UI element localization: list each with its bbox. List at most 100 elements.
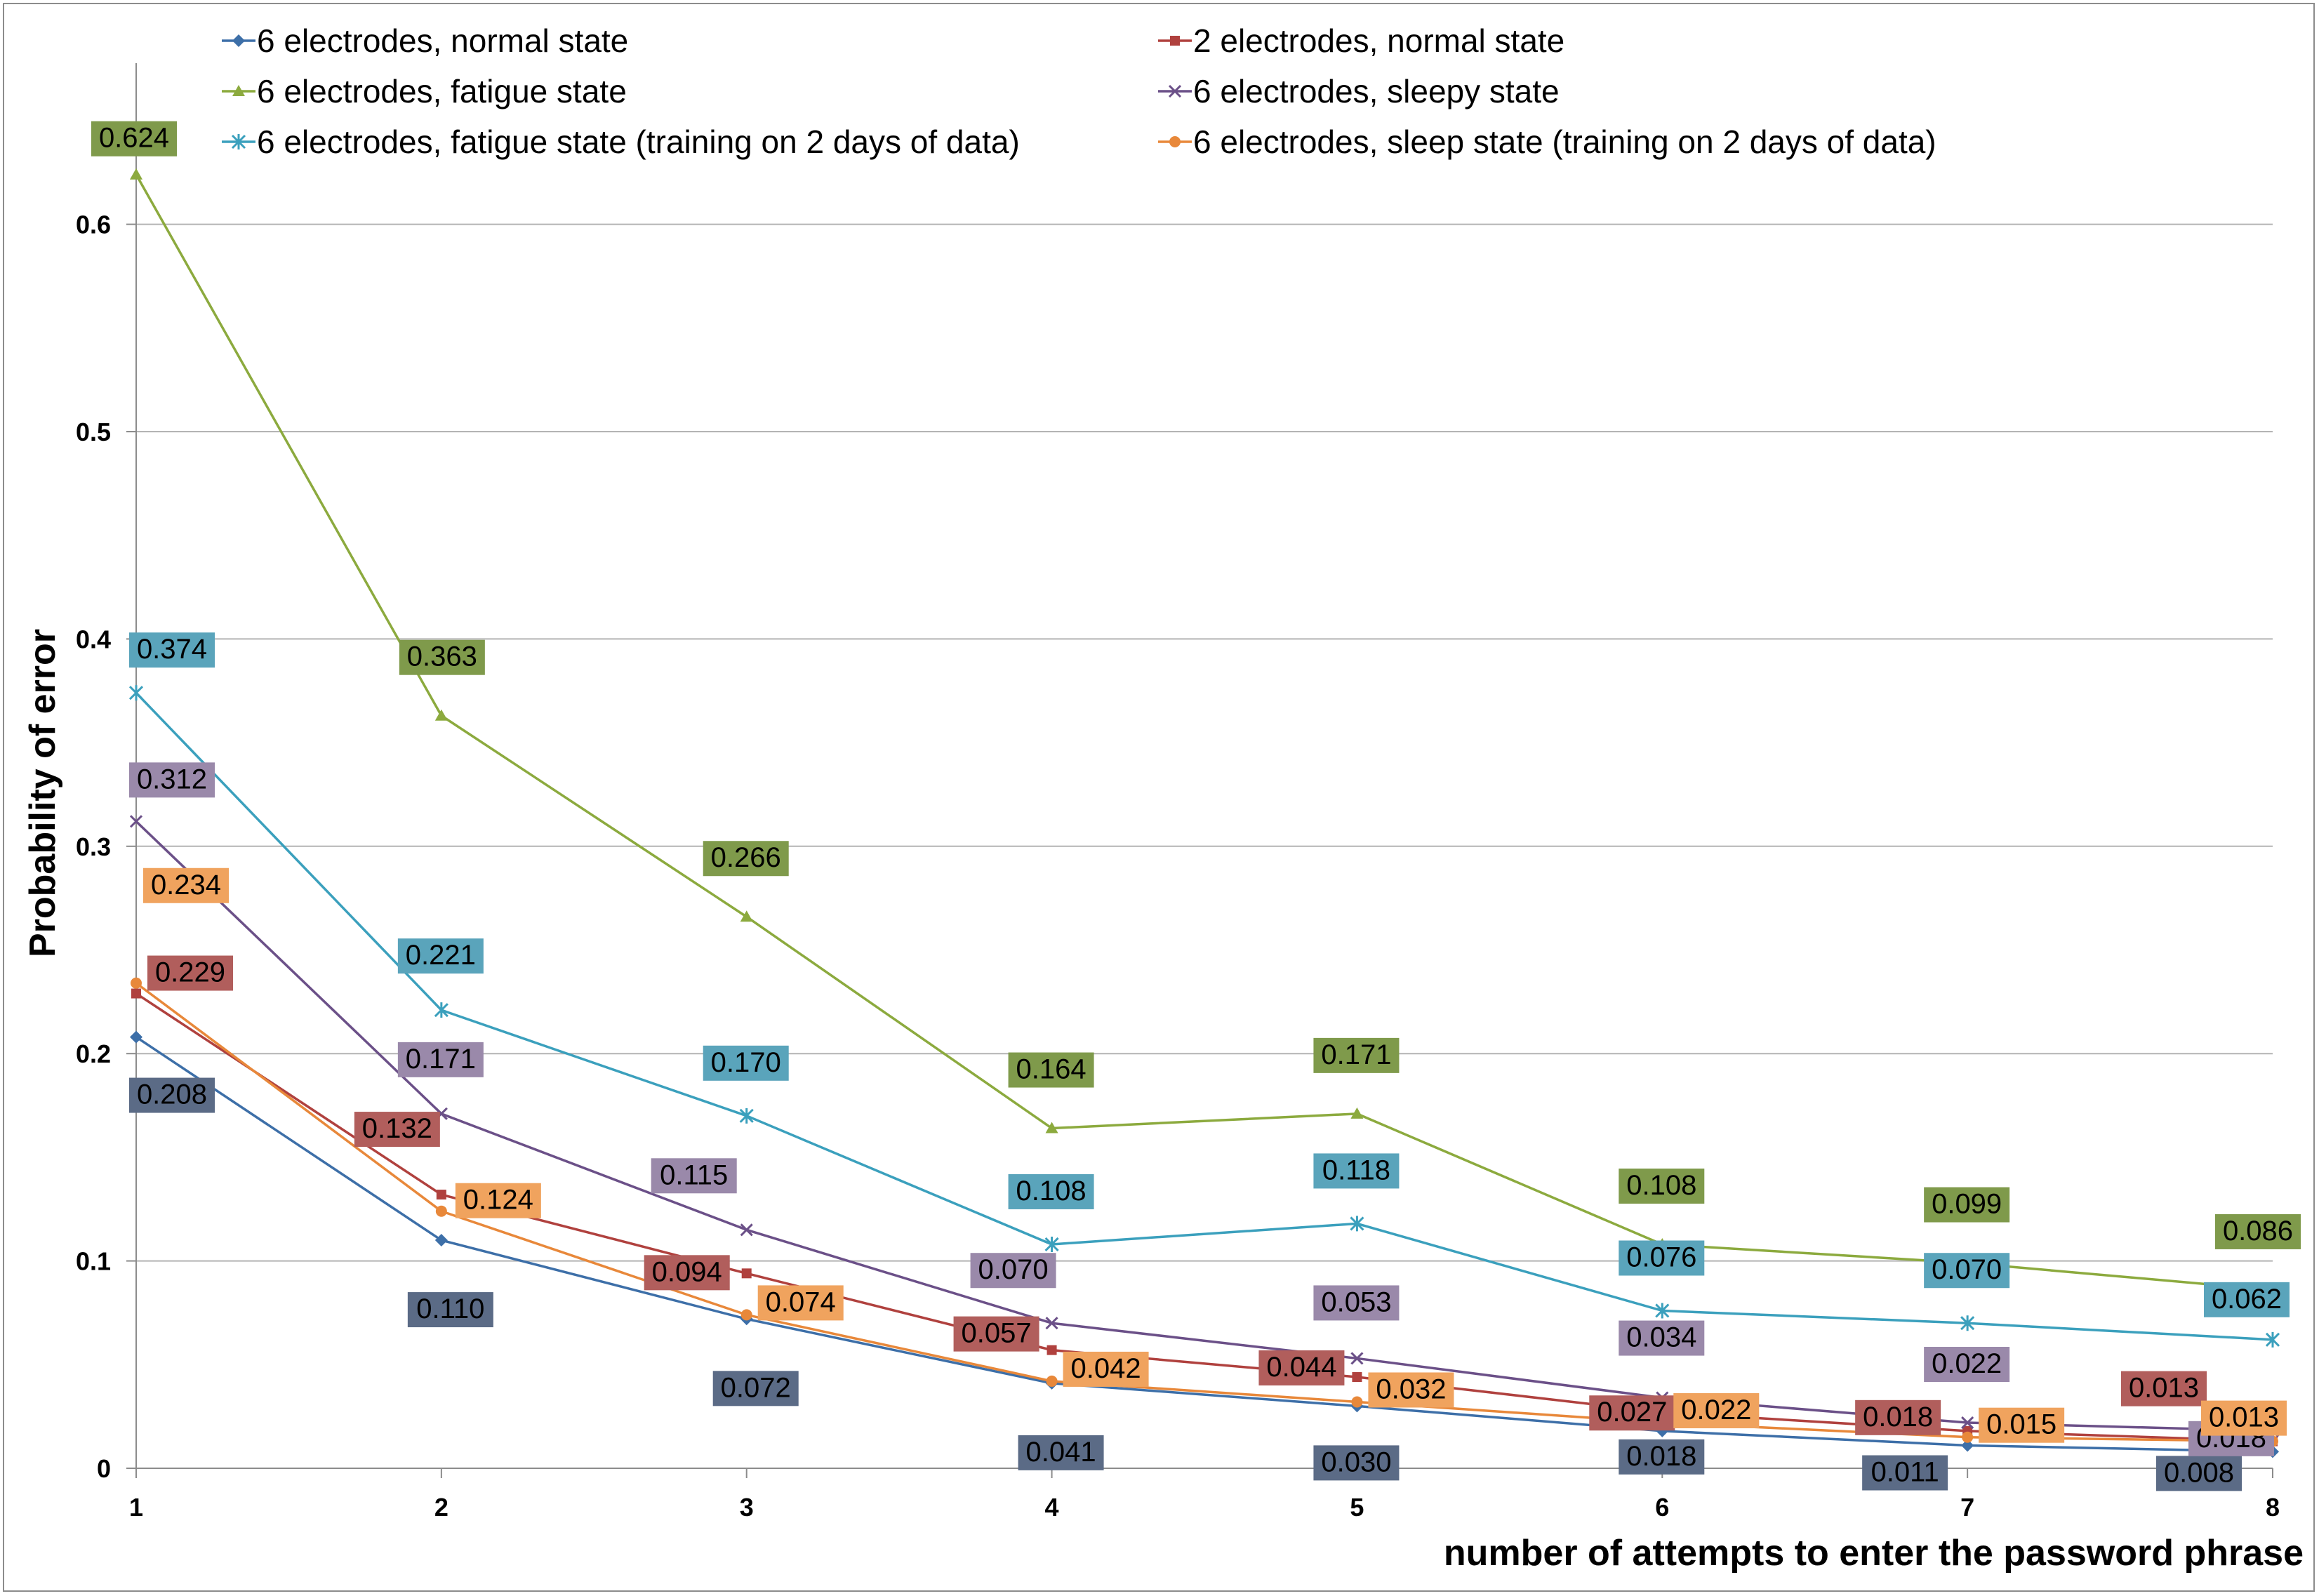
y-tick-label: 0.5 — [76, 418, 111, 446]
data-label-bg — [703, 1045, 789, 1081]
data-point — [129, 815, 143, 828]
y-tick-label: 0.2 — [76, 1039, 111, 1068]
legend-label: 6 electrodes, fatigue state (training on… — [257, 124, 1020, 160]
data-point — [740, 1309, 752, 1321]
data-label-bg — [399, 639, 485, 675]
x-tick-label: 1 — [129, 1493, 143, 1522]
gridlines — [136, 223, 2273, 1262]
data-point — [1961, 1416, 1974, 1430]
data-label-bg — [1589, 1395, 1675, 1431]
x-tick-label: 8 — [2266, 1493, 2280, 1522]
data-label: 0.032 — [1376, 1374, 1446, 1404]
legend-label: 6 electrodes, fatigue state — [257, 73, 627, 109]
data-label: 0.118 — [1322, 1155, 1390, 1185]
data-label: 0.015 — [1986, 1409, 2056, 1440]
data-label-bg — [651, 1158, 737, 1194]
data-label-bg — [1258, 1350, 1345, 1386]
data-point — [1352, 1372, 1362, 1383]
data-label: 0.070 — [978, 1254, 1049, 1285]
data-label: 0.234 — [151, 870, 221, 900]
data-label: 0.057 — [962, 1318, 1032, 1349]
data-label-bg — [1008, 1052, 1094, 1088]
data-label-bg — [703, 841, 789, 877]
x-tick-label: 4 — [1045, 1493, 1059, 1522]
data-label: 0.099 — [1932, 1189, 2002, 1220]
x-tick-label: 5 — [1350, 1493, 1364, 1522]
y-tick-label: 0.1 — [76, 1247, 111, 1276]
data-label-bg — [2215, 1213, 2301, 1249]
data-point — [1961, 1439, 1974, 1452]
data-label-bg — [397, 938, 484, 974]
data-label: 0.229 — [155, 957, 225, 988]
data-label: 0.074 — [766, 1286, 836, 1317]
data-label: 0.022 — [1932, 1348, 2002, 1379]
data-label-bg — [1673, 1393, 1760, 1429]
tick-labels: 0 0.1 0.2 0.3 0.4 0.5 0.6 1 2 3 4 5 6 7 8 — [76, 211, 2280, 1522]
data-point — [1045, 1122, 1058, 1133]
y-tick-label: 0.4 — [76, 625, 111, 653]
data-label: 0.115 — [660, 1159, 728, 1190]
data-label: 0.171 — [406, 1044, 476, 1075]
legend-swatch-marker — [1170, 36, 1180, 46]
x-tick-label: 6 — [1655, 1493, 1669, 1522]
legend: 6 electrodes, normal state 2 electrodes, … — [222, 22, 1936, 160]
legend-swatch-marker — [1168, 84, 1182, 98]
data-point — [1045, 1317, 1058, 1330]
data-label-bg — [970, 1253, 1056, 1289]
data-point — [130, 168, 142, 180]
series-line — [135, 691, 2273, 1341]
data-label: 0.042 — [1071, 1353, 1141, 1384]
data-label: 0.164 — [1016, 1054, 1087, 1085]
legend-swatch-marker — [1169, 136, 1181, 147]
data-label-bg — [1313, 1037, 1400, 1073]
data-label: 0.013 — [2129, 1373, 2199, 1404]
data-label: 0.013 — [2209, 1402, 2279, 1433]
data-label-bg — [1619, 1439, 1705, 1475]
data-label: 0.044 — [1266, 1352, 1336, 1383]
data-point — [1350, 1216, 1364, 1232]
series-line — [135, 1036, 2273, 1454]
data-label-bg — [129, 762, 215, 798]
data-label: 0.018 — [1626, 1441, 1696, 1472]
data-label-bg — [1313, 1285, 1400, 1321]
data-point — [739, 1108, 754, 1124]
legend-swatch-marker — [232, 85, 245, 96]
data-point — [1046, 1345, 1057, 1355]
data-label-bg — [1619, 1240, 1705, 1276]
data-label-bg — [397, 1042, 484, 1077]
data-label: 0.062 — [2212, 1284, 2282, 1315]
data-label: 0.027 — [1597, 1397, 1667, 1428]
data-point — [435, 1205, 447, 1217]
data-label: 0.041 — [1026, 1437, 1096, 1468]
y-tick-label: 0.3 — [76, 832, 111, 861]
data-label-bg — [129, 632, 215, 668]
data-label-bg — [953, 1316, 1039, 1352]
data-label: 0.034 — [1626, 1322, 1696, 1353]
data-label: 0.022 — [1681, 1395, 1751, 1425]
legend-label: 6 electrodes, sleep state (training on 2… — [1193, 124, 1936, 160]
data-point — [436, 1190, 446, 1200]
data-label: 0.072 — [721, 1372, 791, 1403]
data-label: 0.076 — [1626, 1242, 1696, 1272]
data-label-bg — [1924, 1347, 2010, 1383]
data-label: 0.221 — [406, 940, 476, 971]
legend-swatch-marker — [232, 34, 245, 47]
data-label: 0.170 — [711, 1047, 781, 1078]
data-label-bg — [2204, 1282, 2290, 1317]
data-point — [128, 685, 144, 701]
data-label-bg — [455, 1183, 541, 1218]
legend-label: 2 electrodes, normal state — [1193, 22, 1564, 59]
data-point — [1655, 1303, 1670, 1319]
data-label: 0.124 — [463, 1185, 533, 1216]
data-label: 0.624 — [99, 123, 169, 154]
data-label-bg — [354, 1112, 440, 1148]
data-label-bg — [2121, 1371, 2207, 1407]
x-tick-label: 3 — [740, 1493, 754, 1522]
data-point — [434, 1002, 448, 1018]
data-label: 0.108 — [1016, 1176, 1087, 1206]
chart-frame — [3, 3, 2315, 1592]
data-label-bg — [1619, 1168, 1705, 1204]
data-label: 0.008 — [2164, 1457, 2234, 1488]
data-label: 0.108 — [1626, 1170, 1696, 1201]
data-label: 0.374 — [137, 634, 207, 665]
